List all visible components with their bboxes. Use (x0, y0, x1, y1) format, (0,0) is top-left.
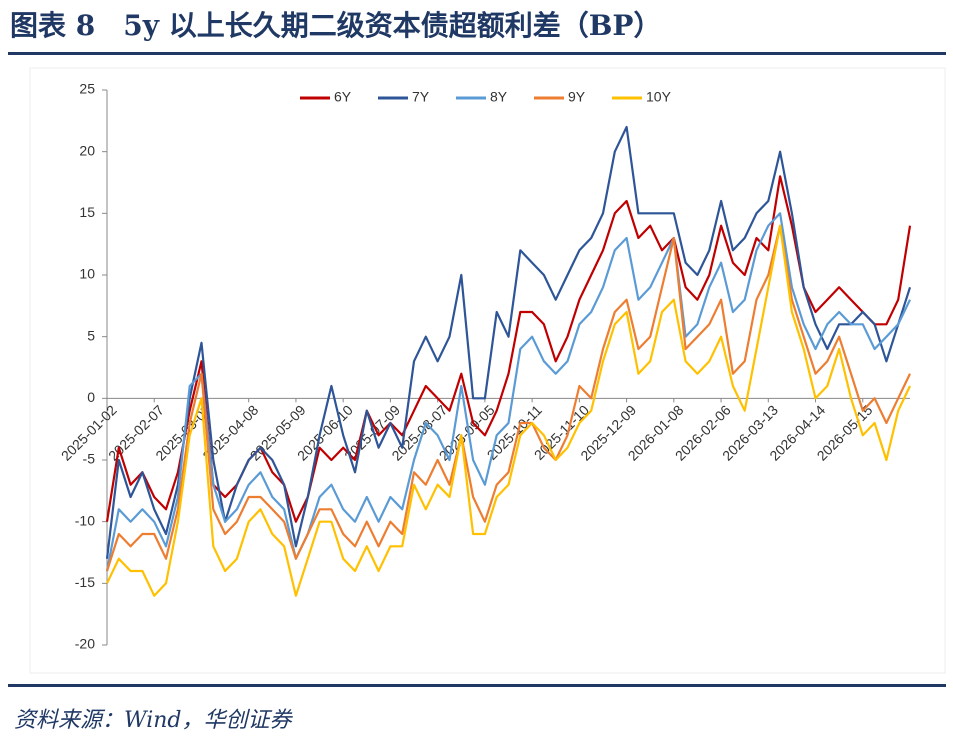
y-tick-label: 15 (79, 204, 95, 220)
plot-frame (29, 67, 946, 674)
y-tick-label: 25 (79, 81, 95, 97)
y-tick-label: 0 (87, 389, 95, 405)
legend-label: 9Y (568, 89, 586, 105)
y-tick-label: 10 (79, 266, 95, 282)
y-tick-label: -15 (75, 574, 95, 590)
legend-label: 10Y (646, 89, 672, 105)
legend-label: 8Y (490, 89, 508, 105)
y-tick-label: 20 (79, 142, 95, 158)
series-line (106, 224, 911, 597)
y-tick-label: 5 (87, 327, 95, 343)
source-note: 资料来源：Wind，华创证券 (14, 708, 292, 733)
y-tick-label: -10 (75, 512, 95, 528)
series-line (105, 125, 912, 559)
legend-label: 6Y (334, 89, 352, 105)
series-line (105, 212, 911, 572)
footer-rule (8, 684, 946, 687)
chart: -20-15-10-505101520252025-01-022025-02-0… (29, 67, 946, 674)
title-rule (8, 52, 946, 55)
figure-title: 图表 8 5y 以上长久期二级资本债超额利差（BP） (10, 9, 662, 42)
y-tick-label: -20 (75, 636, 95, 652)
legend-label: 7Y (412, 89, 430, 105)
y-tick-label: -5 (83, 451, 96, 467)
